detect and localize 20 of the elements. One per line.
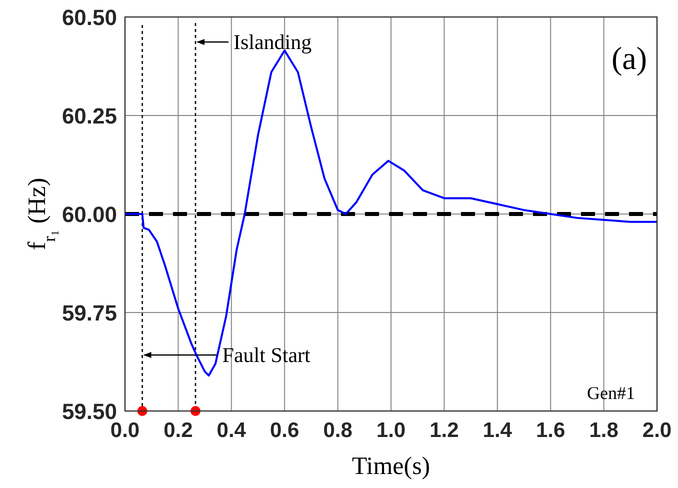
x-tick-label: 1.2 (430, 419, 459, 442)
y-tick-label: 59.75 (62, 300, 117, 326)
y-tick-label: 60.25 (62, 104, 117, 128)
y-tick-label: 60.00 (62, 202, 117, 227)
x-tick-label: 0.2 (164, 419, 193, 442)
y-tick-label: 60.50 (62, 5, 117, 30)
x-tick-label: 1.6 (536, 419, 566, 442)
x-tick-label: 1.4 (482, 419, 512, 442)
x-tick-label: 0.0 (110, 419, 140, 442)
ref-line-label: Islanding (233, 30, 312, 54)
x-tick-label: 0.6 (270, 419, 300, 442)
ref-line-label: Fault Start (222, 343, 311, 367)
annotation: Gen#1 (587, 383, 635, 403)
x-tick-label: 2.0 (642, 419, 672, 442)
x-tick-label: 1.8 (589, 419, 619, 442)
x-tick-label: 0.4 (216, 419, 246, 442)
annotation: (a) (611, 40, 647, 76)
x-tick-label: 1.0 (376, 419, 406, 442)
x-tick-label: 0.8 (323, 419, 353, 442)
x-axis-title: Time(s) (352, 453, 430, 480)
